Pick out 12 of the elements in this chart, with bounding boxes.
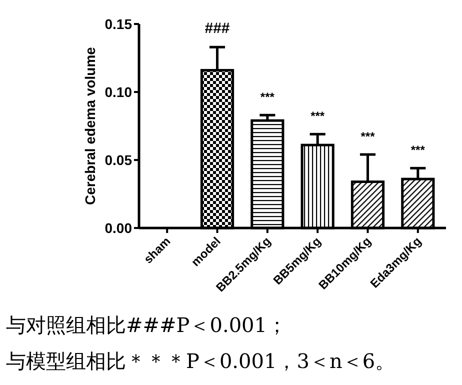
text: 与模型组相比＊＊＊P＜0.001，3＜n＜6。	[6, 349, 396, 373]
annotation: ***	[310, 109, 325, 124]
y-tick-label: 0.10	[104, 84, 132, 100]
annotation: ***	[260, 90, 275, 104]
annotation: ***	[360, 130, 376, 144]
y-tick-label: 0.05	[104, 152, 132, 168]
text: 与对照组相比###P＜0.001；	[6, 313, 287, 337]
annotation: ***	[410, 143, 426, 158]
y-tick-label: 0.00	[104, 220, 132, 236]
y-axis-title: Cerebral edema volume	[82, 46, 98, 205]
y-tick-label: 0.15	[104, 16, 132, 32]
annotation: ###	[204, 20, 230, 38]
